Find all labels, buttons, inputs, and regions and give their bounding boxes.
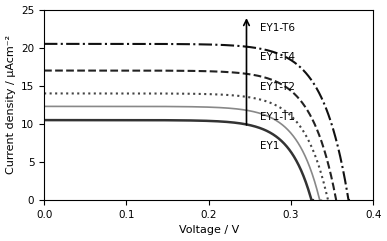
X-axis label: Voltage / V: Voltage / V xyxy=(178,225,239,235)
Line: EY1-T6: EY1-T6 xyxy=(44,44,350,200)
EY1-T6 xyxy=(181,43,186,46)
Text: EY1-T4: EY1-T4 xyxy=(260,53,295,62)
EY1-T4 xyxy=(127,69,131,72)
EY1-T1 xyxy=(98,105,103,108)
EY1-T6 xyxy=(284,56,289,59)
EY1 xyxy=(70,119,75,121)
EY1-T1 xyxy=(319,199,324,202)
EY1-T1 xyxy=(42,105,46,108)
EY1-T1 xyxy=(318,199,322,202)
EY1-T6 xyxy=(346,199,351,202)
EY1 xyxy=(244,123,248,126)
EY1-T2 xyxy=(42,92,46,95)
EY1-T4 xyxy=(142,69,147,72)
Text: EY1-T1: EY1-T1 xyxy=(260,112,295,121)
Text: EY1-T2: EY1-T2 xyxy=(260,82,295,92)
EY1 xyxy=(42,119,46,121)
Y-axis label: Current density / μAcm⁻²: Current density / μAcm⁻² xyxy=(5,35,15,174)
EY1-T2 xyxy=(327,199,332,202)
EY1-T6 xyxy=(142,42,147,45)
EY1-T1 xyxy=(154,105,159,108)
EY1-T4 xyxy=(196,70,200,73)
EY1-T2 xyxy=(103,92,107,95)
EY1-T6 xyxy=(95,42,100,45)
Line: EY1-T1: EY1-T1 xyxy=(44,106,321,200)
EY1-T2 xyxy=(211,93,215,96)
Line: EY1-T2: EY1-T2 xyxy=(44,94,329,200)
EY1-T4 xyxy=(54,69,59,72)
Line: EY1: EY1 xyxy=(44,120,313,200)
EY1-T4 xyxy=(335,199,340,202)
EY1 xyxy=(178,119,183,122)
EY1-T4 xyxy=(170,69,175,72)
EY1-T4 xyxy=(334,199,339,202)
EY1-T6 xyxy=(42,42,46,45)
Text: EY1-T6: EY1-T6 xyxy=(260,23,295,33)
EY1 xyxy=(208,120,212,122)
EY1-T6 xyxy=(140,42,145,45)
EY1-T6 xyxy=(348,199,352,202)
EY1 xyxy=(309,199,314,202)
EY1-T1 xyxy=(197,106,202,108)
EY1-T2 xyxy=(98,92,102,95)
EY1-T1 xyxy=(81,105,86,108)
EY1 xyxy=(248,124,252,127)
EY1-T2 xyxy=(83,92,87,95)
EY1-T1 xyxy=(294,138,298,141)
Text: EY1: EY1 xyxy=(260,141,279,151)
EY1-T1 xyxy=(180,105,185,108)
Line: EY1-T4: EY1-T4 xyxy=(44,71,337,200)
EY1-T2 xyxy=(77,92,82,95)
EY1 xyxy=(86,119,90,121)
EY1-T2 xyxy=(129,92,134,95)
EY1-T2 xyxy=(326,199,330,202)
EY1-T4 xyxy=(197,70,201,73)
EY1-T4 xyxy=(42,69,46,72)
EY1-T6 xyxy=(61,42,65,45)
EY1 xyxy=(310,199,315,202)
